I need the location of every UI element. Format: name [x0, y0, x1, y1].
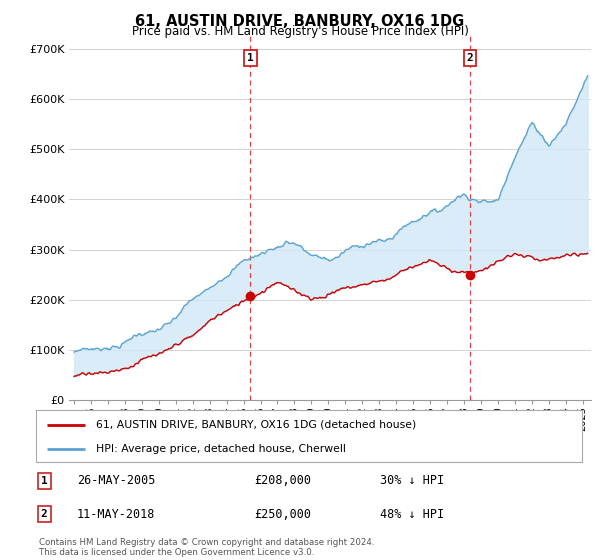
Text: 48% ↓ HPI: 48% ↓ HPI [380, 508, 444, 521]
Text: £208,000: £208,000 [254, 474, 311, 487]
Text: 26-MAY-2005: 26-MAY-2005 [77, 474, 155, 487]
Text: Price paid vs. HM Land Registry's House Price Index (HPI): Price paid vs. HM Land Registry's House … [131, 25, 469, 38]
Text: 30% ↓ HPI: 30% ↓ HPI [380, 474, 444, 487]
Text: 2: 2 [41, 509, 47, 519]
Text: 1: 1 [247, 53, 254, 63]
Text: 2: 2 [467, 53, 473, 63]
Text: £250,000: £250,000 [254, 508, 311, 521]
Text: Contains HM Land Registry data © Crown copyright and database right 2024.
This d: Contains HM Land Registry data © Crown c… [39, 538, 374, 557]
Text: HPI: Average price, detached house, Cherwell: HPI: Average price, detached house, Cher… [96, 444, 346, 454]
Text: 11-MAY-2018: 11-MAY-2018 [77, 508, 155, 521]
Text: 1: 1 [41, 476, 47, 486]
Text: 61, AUSTIN DRIVE, BANBURY, OX16 1DG: 61, AUSTIN DRIVE, BANBURY, OX16 1DG [136, 14, 464, 29]
Text: 61, AUSTIN DRIVE, BANBURY, OX16 1DG (detached house): 61, AUSTIN DRIVE, BANBURY, OX16 1DG (det… [96, 420, 416, 430]
